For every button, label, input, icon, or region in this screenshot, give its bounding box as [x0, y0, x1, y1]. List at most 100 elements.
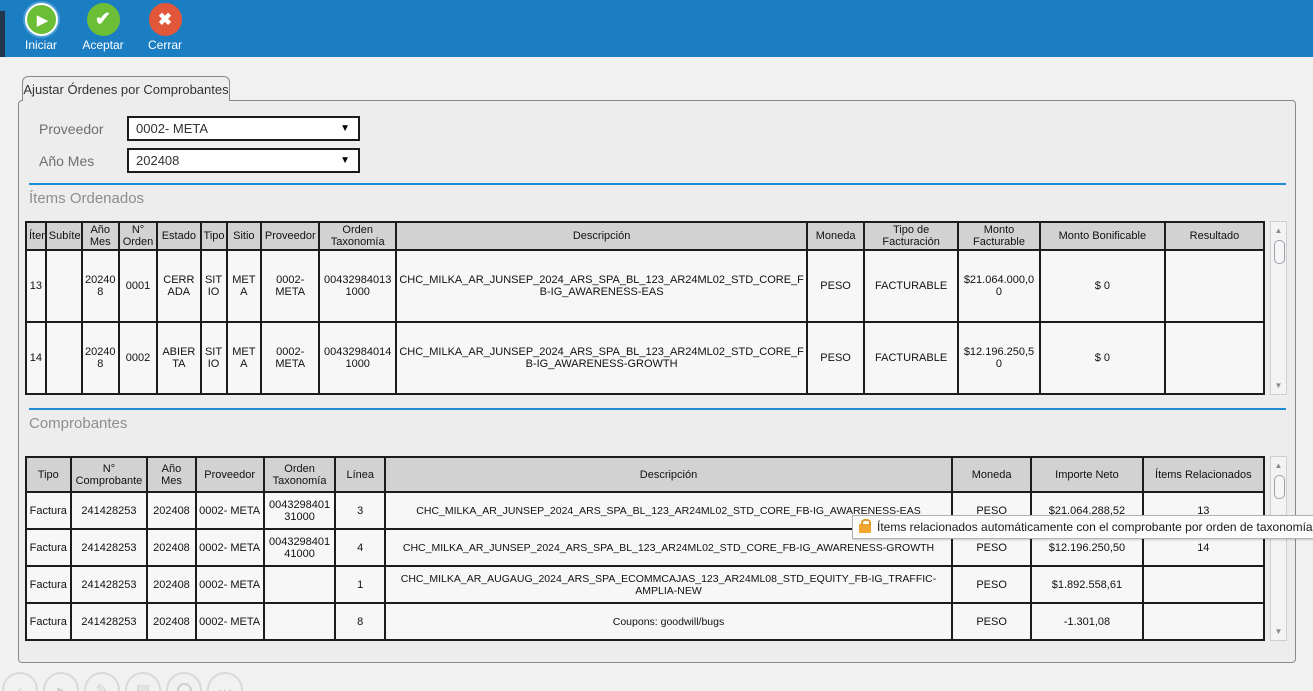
section-divider	[29, 183, 1286, 185]
cell: 0002- META	[194, 491, 265, 530]
table-row[interactable]: Factura 241428253 202408 0002- META 00432984…	[25, 528, 1266, 567]
cell: META	[225, 321, 263, 395]
proveedor-label: Proveedor	[39, 120, 104, 137]
column-header[interactable]: Moneda	[951, 456, 1033, 493]
column-header[interactable]: Descripción	[395, 221, 809, 251]
cell: 0002- META	[260, 321, 321, 395]
column-header[interactable]: Monto Facturable	[957, 221, 1041, 251]
cell: 202408	[80, 321, 120, 395]
cell: CHC_MILKA_AR_JUNSEP_2024_ARS_SPA_BL_123_…	[395, 249, 809, 323]
table-row[interactable]: 13 202408 0001 CERRADA SITIO META 0002- META 00…	[25, 249, 1266, 323]
cell: 004329840131000	[318, 249, 398, 323]
table-row[interactable]: Factura 241428253 202408 0002- META 1 CHC_MIL…	[25, 565, 1266, 604]
cell: -1.301,08	[1030, 602, 1144, 641]
column-header[interactable]: Descripción	[383, 456, 954, 493]
column-header[interactable]: Tipo	[199, 221, 228, 251]
column-header[interactable]: Resultado	[1163, 221, 1266, 251]
scrollbar-thumb[interactable]	[1274, 240, 1285, 264]
cell: 0002- META	[194, 528, 265, 567]
cell: $12.196.250,50	[957, 321, 1041, 395]
cell: 3	[334, 491, 386, 530]
anio-mes-row: Año Mes 202408 ▼	[39, 148, 360, 173]
column-header[interactable]: Orden Taxonomía	[318, 221, 398, 251]
scrollbar[interactable]: ▲ ▼	[1270, 456, 1287, 641]
more-icon[interactable]: ⋯	[207, 672, 243, 691]
table-row[interactable]: Factura 241428253 202408 0002- META 8 Coupons…	[25, 602, 1266, 641]
cell: 1	[334, 565, 386, 604]
close-icon: ✖	[148, 3, 182, 36]
tooltip-text: Ítems relacionados automáticamente con e…	[877, 520, 1313, 534]
aceptar-button[interactable]: ✔ Aceptar	[72, 3, 134, 52]
column-header[interactable]: N° Orden	[117, 221, 159, 251]
column-header[interactable]: Tipo	[25, 456, 72, 493]
window-edge	[0, 11, 5, 57]
cell: PESO	[951, 602, 1033, 641]
column-header[interactable]: Línea	[334, 456, 386, 493]
iniciar-label: Iniciar	[24, 38, 57, 52]
tab-ajustar-ordenes[interactable]: Ajustar Órdenes por Comprobantes	[22, 76, 230, 101]
check-icon: ✔	[86, 3, 120, 36]
cell: 202408	[146, 602, 197, 641]
column-header[interactable]: Ítems Relacionados	[1141, 456, 1266, 493]
cell: 14	[25, 321, 47, 395]
column-header[interactable]: Monto Bonificable	[1038, 221, 1166, 251]
edit-icon[interactable]: ✎	[84, 672, 120, 691]
scroll-down-icon[interactable]: ▼	[1274, 381, 1283, 390]
cell	[1163, 249, 1266, 323]
cell: PESO	[806, 249, 866, 323]
table-row[interactable]: Factura 241428253 202408 0002- META 00432984…	[25, 491, 1266, 530]
column-header[interactable]: Proveedor	[260, 221, 321, 251]
play-icon: ▶	[24, 3, 58, 36]
column-header[interactable]: Orden Taxonomía	[262, 456, 337, 493]
iniciar-button[interactable]: ▶ Iniciar	[10, 3, 72, 52]
scrollbar-thumb[interactable]	[1274, 475, 1285, 499]
cell: CHC_MILKA_AR_JUNSEP_2024_ARS_SPA_BL_123_…	[383, 528, 954, 567]
tooltip: Ítems relacionados automáticamente con e…	[852, 515, 1313, 539]
header-row: Tipo N° Comprobante Año Mes Proveedor Orden …	[25, 456, 1266, 493]
column-header[interactable]: Ítem	[25, 221, 47, 251]
cell: SITIO	[199, 249, 228, 323]
column-header[interactable]: Importe Neto	[1030, 456, 1144, 493]
cell: 241428253	[69, 602, 149, 641]
column-header[interactable]: Estado	[156, 221, 202, 251]
column-header[interactable]: Sitio	[225, 221, 263, 251]
cell	[1141, 565, 1266, 604]
anio-mes-select[interactable]: 202408 ▼	[127, 148, 360, 173]
column-header[interactable]: Subítem	[44, 221, 83, 251]
cerrar-label: Cerrar	[147, 38, 182, 52]
proveedor-select[interactable]: 0002- META ▼	[127, 116, 360, 141]
column-header[interactable]: Proveedor	[194, 456, 265, 493]
cell: 202408	[146, 528, 197, 567]
column-header[interactable]: N° Comprobante	[69, 456, 149, 493]
cell: ABIERTA	[156, 321, 202, 395]
aceptar-label: Aceptar	[82, 38, 124, 52]
scroll-down-icon[interactable]: ▼	[1274, 627, 1283, 636]
cell: CHC_MILKA_AR_AUGAUG_2024_ARS_SPA_ECOMMCA…	[383, 565, 954, 604]
scroll-up-icon[interactable]: ▲	[1274, 461, 1283, 470]
column-header[interactable]: Año Mes	[146, 456, 197, 493]
cell: CHC_MILKA_AR_JUNSEP_2024_ARS_SPA_BL_123_…	[395, 321, 809, 395]
cerrar-button[interactable]: ✖ Cerrar	[134, 3, 196, 52]
cell: Factura	[25, 602, 72, 641]
tab-join	[23, 99, 227, 102]
cell: SITIO	[199, 321, 228, 395]
column-header[interactable]: Año Mes	[80, 221, 120, 251]
table-row[interactable]: 14 202408 0002 ABIERTA SITIO META 0002- META 00…	[25, 321, 1266, 395]
cell: CERRADA	[156, 249, 202, 323]
column-header[interactable]: Tipo de Facturación	[863, 221, 960, 251]
cell: 004329840141000	[318, 321, 398, 395]
nav-forward-icon[interactable]: ▸	[43, 672, 79, 691]
cell	[262, 565, 337, 604]
cell: 0002	[117, 321, 159, 395]
scrollbar[interactable]: ▲ ▼	[1270, 221, 1287, 395]
column-header[interactable]: Moneda	[806, 221, 866, 251]
cell	[1141, 602, 1266, 641]
section-divider	[29, 408, 1286, 410]
scroll-up-icon[interactable]: ▲	[1274, 226, 1283, 235]
print-icon[interactable]: ▤	[125, 672, 161, 691]
comprobantes-table-wrap: Tipo N° Comprobante Año Mes Proveedor Orden …	[25, 456, 1287, 641]
search-icon[interactable]	[166, 672, 202, 691]
nav-back-icon[interactable]: ‹	[2, 672, 38, 691]
anio-mes-value: 202408	[136, 153, 180, 168]
